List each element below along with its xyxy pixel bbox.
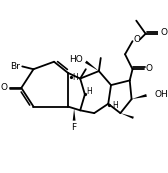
Polygon shape xyxy=(73,108,76,121)
Text: H: H xyxy=(112,101,118,110)
Text: O: O xyxy=(0,83,7,92)
Text: Br: Br xyxy=(10,62,20,71)
Text: O: O xyxy=(134,35,141,44)
Text: HO: HO xyxy=(70,55,83,64)
Text: H: H xyxy=(73,73,78,82)
Polygon shape xyxy=(85,61,99,71)
Text: OH: OH xyxy=(154,90,168,99)
Text: F: F xyxy=(72,123,77,132)
Polygon shape xyxy=(132,94,147,99)
Polygon shape xyxy=(120,113,134,119)
Text: O: O xyxy=(161,28,168,37)
Text: H: H xyxy=(87,87,93,96)
Text: O: O xyxy=(146,64,153,73)
